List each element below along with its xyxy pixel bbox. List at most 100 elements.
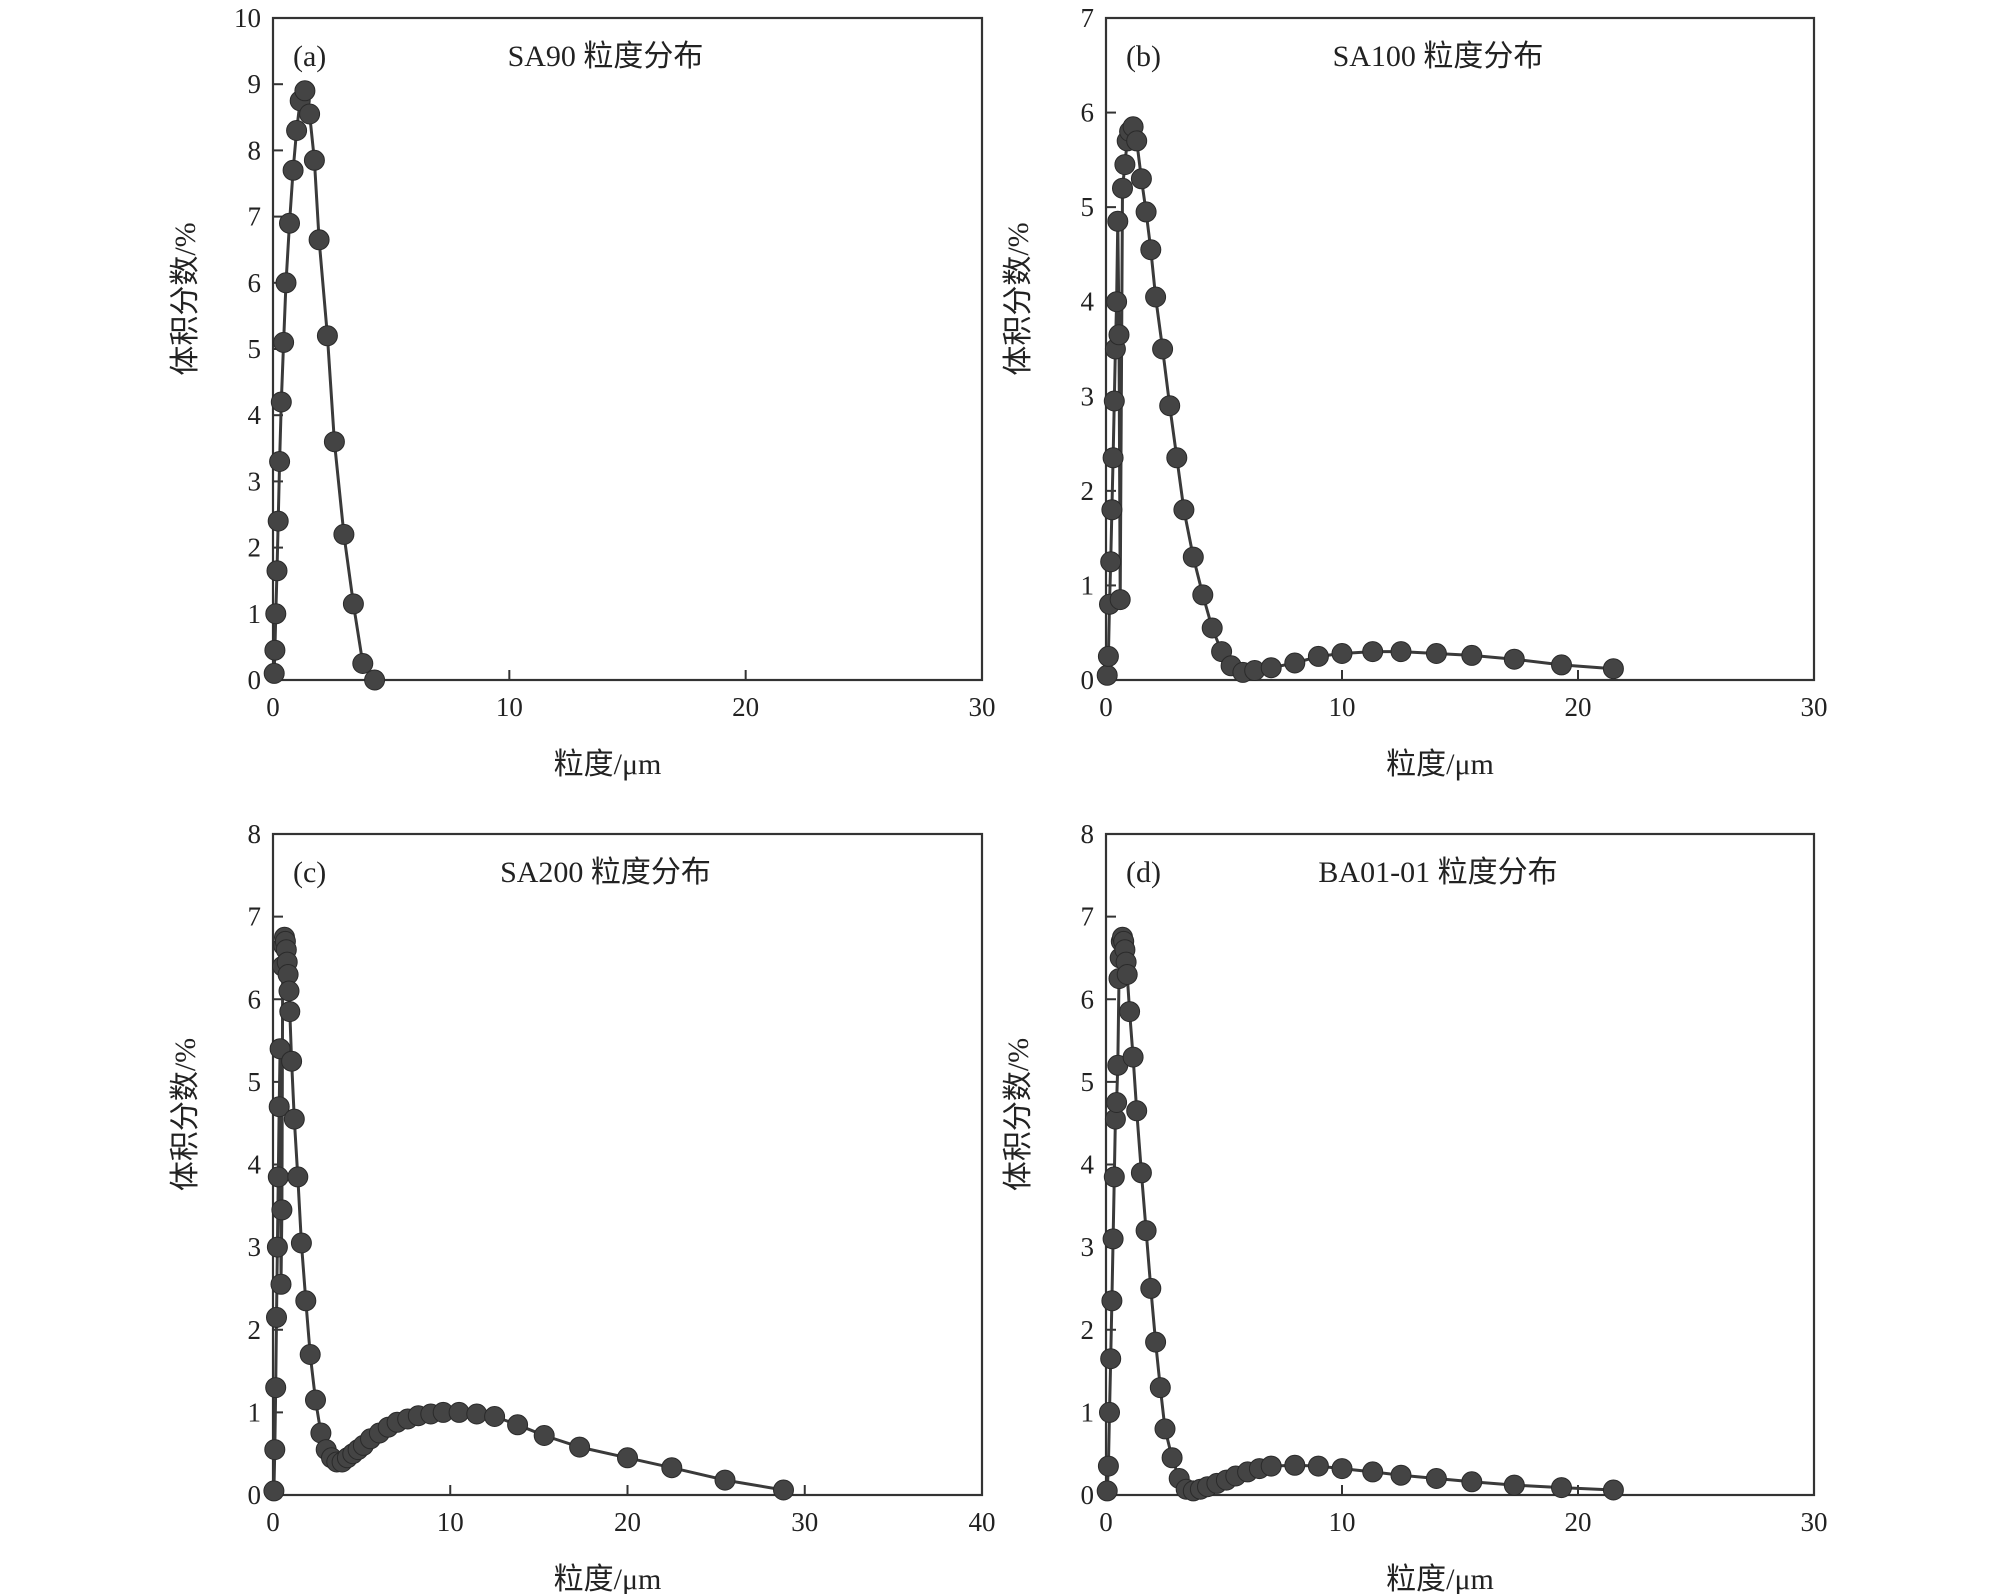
data-point [299, 103, 321, 125]
data-point [266, 560, 288, 582]
data-point [1425, 643, 1447, 664]
data-point [286, 120, 308, 141]
data-point [1100, 1348, 1122, 1370]
data-point [267, 510, 289, 532]
data-point [773, 1479, 794, 1501]
data-point [1307, 1455, 1329, 1477]
data-point [1135, 1220, 1157, 1242]
data-point [342, 593, 364, 615]
y-tick-label: 4 [248, 1150, 262, 1180]
data-point [275, 272, 297, 294]
y-tick-label: 0 [248, 665, 262, 695]
data-point [448, 1401, 470, 1423]
data-point [1284, 652, 1306, 674]
panel-label: (b) [1126, 40, 1161, 73]
x-axis-title: 粒度/μm [1386, 748, 1494, 781]
y-tick-label: 1 [248, 599, 262, 629]
x-tick-label: 0 [266, 692, 280, 722]
data-point [466, 1403, 488, 1425]
data-point [283, 1108, 305, 1130]
data-point [1112, 177, 1133, 199]
data-point [1107, 210, 1129, 232]
x-axis-title: 粒度/μm [1386, 1563, 1494, 1594]
data-point [1130, 168, 1152, 190]
data-point [1159, 395, 1181, 417]
x-axis-title: 粒度/μm [554, 748, 662, 781]
data-point [1114, 154, 1136, 176]
data-point [266, 1236, 288, 1258]
y-tick-label: 3 [248, 1232, 262, 1262]
x-tick-label: 10 [1329, 692, 1356, 722]
x-tick-label: 20 [732, 692, 759, 722]
data-point [1182, 546, 1204, 568]
data-point [1102, 447, 1124, 469]
y-tick-label: 1 [1081, 570, 1095, 600]
data-point [1503, 1474, 1525, 1496]
data-point [1331, 643, 1353, 664]
data-point [1126, 130, 1148, 152]
data-point [1130, 1162, 1152, 1184]
data-point [273, 331, 295, 353]
y-tick-label: 0 [1081, 665, 1095, 695]
y-tick-label: 8 [248, 135, 262, 165]
panel-label: (a) [293, 40, 326, 73]
series-line [1105, 125, 1614, 676]
data-point [1101, 499, 1123, 521]
panel-label: (d) [1126, 856, 1161, 889]
x-tick-label: 20 [1565, 1507, 1592, 1537]
data-point [295, 1290, 317, 1312]
data-point [268, 1096, 290, 1118]
y-tick-label: 7 [248, 202, 262, 232]
data-point [1166, 447, 1188, 469]
x-tick-label: 30 [1801, 692, 1828, 722]
data-point [714, 1469, 736, 1491]
data-point [1102, 1228, 1124, 1250]
data-point [1097, 645, 1119, 667]
chart-panel-a: 0 10 20 30 0 1 2 3 4 5 6 7 8 9 10 粒度/μm 体积分数/% (a) SA90 粒度… [169, 3, 996, 781]
data-point [1103, 390, 1125, 412]
data-point [294, 80, 316, 102]
data-point [1390, 1464, 1412, 1486]
y-tick-label: 1 [248, 1397, 262, 1427]
y-tick-label: 9 [248, 69, 262, 99]
data-point [299, 1344, 321, 1365]
y-tick-label: 0 [248, 1480, 262, 1510]
y-tick-label: 6 [1081, 984, 1095, 1014]
chart-panel-c: 0 10 20 30 40 0 1 2 3 4 5 6 7 8 粒度/μm 体积分数/% (c) SA200 粒度… [169, 819, 996, 1594]
data-point [279, 1001, 301, 1023]
data-point [364, 669, 386, 691]
panel-title: SA200 粒度分布 [500, 856, 711, 889]
x-tick-label: 40 [969, 1507, 996, 1537]
y-tick-label: 4 [1081, 1150, 1095, 1180]
data-point [1103, 1166, 1125, 1188]
y-tick-label: 2 [248, 1315, 262, 1345]
data-point [1116, 964, 1138, 985]
data-point [1106, 291, 1128, 313]
data-point [1149, 1377, 1171, 1399]
data-point [278, 980, 300, 1002]
data-point [1602, 658, 1624, 680]
data-point [1145, 286, 1167, 308]
panel-label: (c) [293, 856, 326, 889]
data-point [1461, 644, 1483, 666]
data-point [266, 1306, 287, 1328]
y-tick-label: 4 [248, 400, 262, 430]
data-point [1503, 648, 1525, 670]
panel-title: BA01-01 粒度分布 [1318, 856, 1557, 889]
data-point [1551, 1477, 1572, 1499]
y-axis-title: 体积分数/% [1002, 222, 1035, 375]
data-point [533, 1425, 555, 1446]
y-tick-label: 7 [248, 902, 262, 932]
y-axis-title: 体积分数/% [1002, 1038, 1035, 1191]
data-point [1135, 201, 1157, 223]
y-tick-label: 7 [1081, 902, 1095, 932]
data-point [271, 1199, 293, 1221]
data-point [305, 1389, 326, 1411]
x-tick-label: 0 [266, 1507, 280, 1537]
y-tick-label: 3 [1081, 1232, 1095, 1262]
x-tick-label: 10 [437, 1507, 464, 1537]
y-tick-label: 7 [1081, 3, 1095, 33]
y-tick-label: 8 [248, 819, 262, 849]
x-tick-label: 30 [969, 692, 996, 722]
